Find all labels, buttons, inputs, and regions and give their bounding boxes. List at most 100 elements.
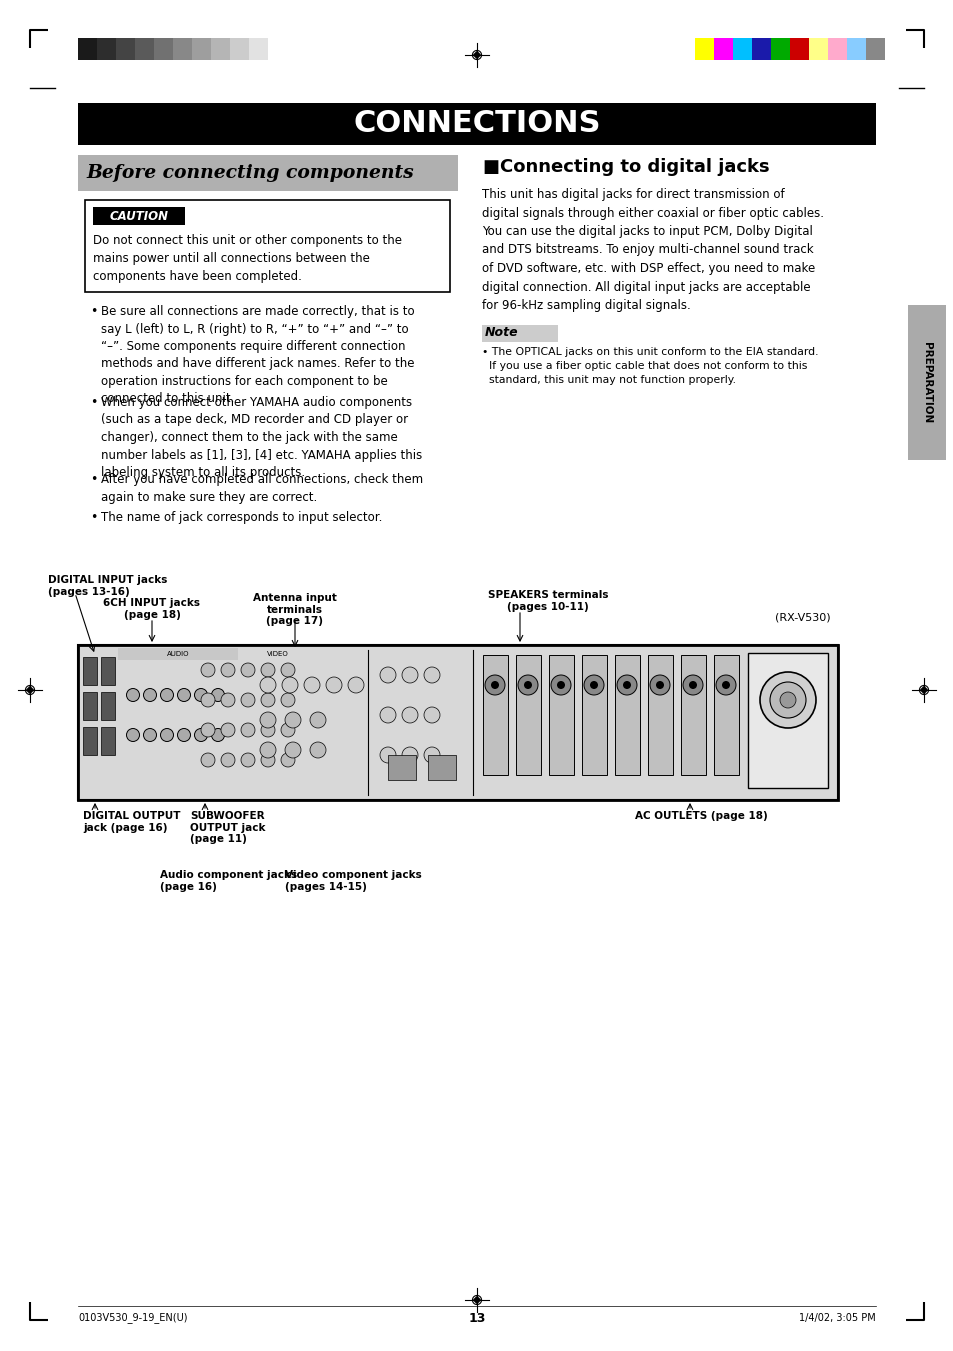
- Bar: [770, 38, 789, 59]
- Circle shape: [379, 747, 395, 763]
- Polygon shape: [473, 1297, 480, 1304]
- FancyBboxPatch shape: [85, 200, 450, 292]
- Text: When you connect other YAMAHA audio components
(such as a tape deck, MD recorder: When you connect other YAMAHA audio comp…: [101, 396, 422, 480]
- Circle shape: [649, 676, 669, 694]
- Bar: [808, 38, 827, 59]
- Bar: [713, 38, 732, 59]
- Bar: [118, 648, 237, 661]
- Text: Audio component jacks
(page 16): Audio component jacks (page 16): [160, 870, 296, 892]
- Circle shape: [780, 692, 795, 708]
- Text: CAUTION: CAUTION: [110, 209, 169, 223]
- Text: ■: ■: [481, 158, 498, 176]
- Bar: [695, 38, 713, 59]
- Circle shape: [194, 689, 208, 701]
- Polygon shape: [27, 686, 33, 693]
- Circle shape: [260, 712, 275, 728]
- Bar: [192, 38, 211, 59]
- Bar: [78, 644, 837, 800]
- Bar: [116, 38, 135, 59]
- Circle shape: [201, 663, 214, 677]
- Circle shape: [583, 676, 603, 694]
- Circle shape: [617, 676, 637, 694]
- Circle shape: [326, 677, 341, 693]
- Bar: [680, 655, 705, 775]
- Bar: [78, 644, 837, 800]
- Bar: [78, 103, 875, 145]
- Circle shape: [194, 728, 208, 742]
- Text: SUBWOOFER
OUTPUT jack
(page 11): SUBWOOFER OUTPUT jack (page 11): [190, 811, 265, 844]
- Text: Antenna input
terminals
(page 17): Antenna input terminals (page 17): [253, 593, 336, 627]
- Bar: [92, 207, 185, 226]
- Bar: [78, 38, 97, 59]
- Circle shape: [401, 667, 417, 684]
- Circle shape: [769, 682, 805, 717]
- Circle shape: [212, 689, 224, 701]
- Bar: [101, 692, 115, 720]
- Circle shape: [221, 693, 234, 707]
- Bar: [548, 655, 574, 775]
- Circle shape: [221, 663, 234, 677]
- Circle shape: [212, 728, 224, 742]
- Circle shape: [285, 742, 301, 758]
- Text: 13: 13: [468, 1312, 485, 1324]
- Circle shape: [241, 663, 254, 677]
- Circle shape: [260, 742, 275, 758]
- Bar: [101, 727, 115, 755]
- Circle shape: [201, 723, 214, 738]
- Text: CONNECTIONS: CONNECTIONS: [353, 109, 600, 139]
- Circle shape: [379, 707, 395, 723]
- Bar: [907, 305, 945, 459]
- Circle shape: [143, 689, 156, 701]
- Circle shape: [304, 677, 319, 693]
- Bar: [211, 38, 230, 59]
- Bar: [230, 38, 249, 59]
- Bar: [827, 38, 846, 59]
- Bar: [135, 38, 153, 59]
- Text: PREPARATION: PREPARATION: [921, 342, 931, 424]
- Circle shape: [261, 723, 274, 738]
- Bar: [428, 755, 456, 780]
- Circle shape: [716, 676, 735, 694]
- Circle shape: [423, 747, 439, 763]
- Text: (RX-V530): (RX-V530): [774, 613, 830, 623]
- Text: 6CH INPUT jacks
(page 18): 6CH INPUT jacks (page 18): [103, 598, 200, 620]
- Text: AUDIO: AUDIO: [167, 651, 189, 657]
- Circle shape: [379, 667, 395, 684]
- Bar: [846, 38, 865, 59]
- Circle shape: [551, 676, 571, 694]
- Bar: [789, 38, 808, 59]
- Bar: [83, 727, 97, 755]
- Polygon shape: [473, 51, 480, 58]
- Bar: [747, 653, 827, 788]
- Bar: [751, 38, 770, 59]
- Circle shape: [281, 693, 294, 707]
- Text: VIDEO: VIDEO: [267, 651, 289, 657]
- Circle shape: [285, 712, 301, 728]
- Text: 1/4/02, 3:05 PM: 1/4/02, 3:05 PM: [799, 1313, 875, 1323]
- Bar: [615, 655, 639, 775]
- Circle shape: [160, 728, 173, 742]
- Circle shape: [682, 676, 702, 694]
- Text: •: •: [90, 396, 97, 409]
- Circle shape: [517, 676, 537, 694]
- Bar: [732, 38, 751, 59]
- Text: Before connecting components: Before connecting components: [86, 163, 414, 182]
- Circle shape: [401, 707, 417, 723]
- Text: • The OPTICAL jacks on this unit conform to the EIA standard.
  If you use a fib: • The OPTICAL jacks on this unit conform…: [481, 347, 818, 385]
- Bar: [388, 755, 416, 780]
- Text: DIGITAL INPUT jacks
(pages 13-16): DIGITAL INPUT jacks (pages 13-16): [48, 576, 167, 597]
- Bar: [865, 38, 884, 59]
- Bar: [83, 657, 97, 685]
- Circle shape: [127, 728, 139, 742]
- Circle shape: [557, 681, 564, 689]
- Bar: [482, 655, 507, 775]
- Bar: [268, 38, 287, 59]
- Text: Connecting to digital jacks: Connecting to digital jacks: [499, 158, 769, 176]
- Circle shape: [241, 723, 254, 738]
- Text: Be sure all connections are made correctly, that is to
say L (left) to L, R (rig: Be sure all connections are made correct…: [101, 305, 415, 405]
- Circle shape: [589, 681, 598, 689]
- Circle shape: [401, 747, 417, 763]
- Polygon shape: [920, 686, 926, 693]
- Circle shape: [177, 689, 191, 701]
- Circle shape: [221, 723, 234, 738]
